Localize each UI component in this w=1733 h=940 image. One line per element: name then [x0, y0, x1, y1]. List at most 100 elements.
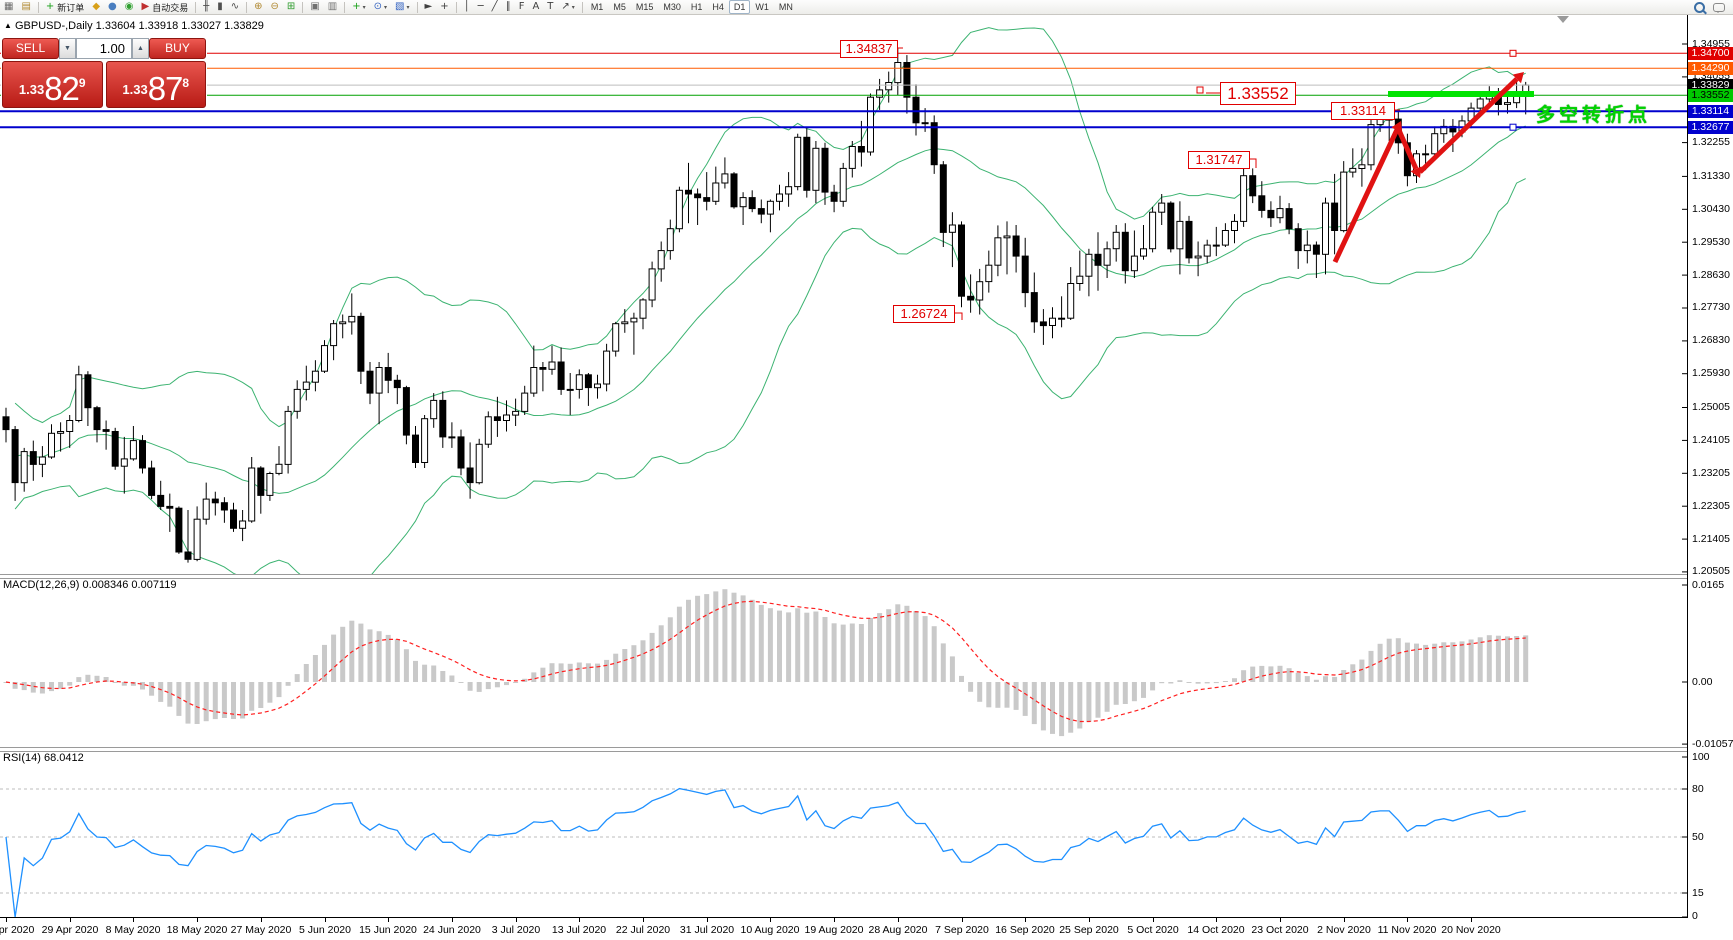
date-label: 13 Jul 2020	[551, 924, 607, 936]
timeframe-button-m5[interactable]: M5	[613, 2, 626, 12]
auto-trading-button[interactable]: ▶ 自动交易	[138, 1, 191, 13]
price-callout-1.34837[interactable]: 1.34837	[840, 40, 898, 58]
tile-windows-icon[interactable]: ⊞	[284, 1, 298, 13]
arrows-icon[interactable]: ↗ ▾	[558, 1, 577, 13]
price-callout-1.33114[interactable]: 1.33114	[1331, 102, 1395, 120]
cursor-icon[interactable]: ►	[422, 1, 436, 13]
macd-pane-canvas[interactable]	[0, 577, 1687, 747]
chart-shift-icon[interactable]: ▥	[325, 1, 340, 13]
turning-point-annotation[interactable]: 多空转折点	[1536, 105, 1652, 126]
period-icon[interactable]: ⊙ ▾	[371, 1, 390, 13]
macd-histogram-bar	[185, 682, 191, 724]
chat-icon[interactable]	[1710, 1, 1728, 13]
timeframe-button-w1[interactable]: W1	[755, 2, 769, 12]
timeframe-button-h4[interactable]: H4	[712, 2, 724, 12]
auto-arrange-icon[interactable]: ▣	[307, 1, 322, 13]
dropdown-caret-icon[interactable]: ▾	[384, 4, 388, 11]
label-icon[interactable]: T	[544, 1, 556, 13]
volume-input[interactable]: 1.00	[76, 38, 132, 59]
vertical-line-icon[interactable]: │	[461, 1, 473, 13]
bull-candle	[311, 370, 319, 383]
tile-windows-icon: ⊞	[286, 1, 296, 12]
channel-icon[interactable]: ∥	[503, 1, 514, 13]
signals-icon[interactable]: ◉	[122, 1, 137, 13]
trend-arrow[interactable]	[1332, 129, 1400, 264]
macd-histogram-bar	[1432, 643, 1438, 682]
bull-candle	[648, 268, 656, 301]
timeframe-button-m1[interactable]: M1	[590, 2, 604, 12]
date-label: 16 Sep 2020	[995, 924, 1055, 936]
market-icon[interactable]: ●	[105, 1, 120, 13]
chart-shift-marker-icon[interactable]	[1557, 16, 1569, 23]
template-icon[interactable]: ▧ ▾	[392, 1, 412, 13]
timeframe-button-m30[interactable]: M30	[663, 2, 681, 12]
pane-separator[interactable]	[0, 747, 1688, 752]
collapse-arrow-icon[interactable]: ▲	[4, 21, 12, 30]
bull-candle	[1422, 153, 1430, 156]
toolbar-separator	[344, 1, 346, 13]
line-handle[interactable]	[1509, 123, 1517, 131]
line-chart-icon[interactable]: ∿	[228, 1, 242, 13]
macd-histogram-bar	[513, 682, 519, 683]
trend-arrow[interactable]	[1395, 126, 1419, 170]
timeframe-button-m15[interactable]: M15	[635, 2, 654, 12]
rsi-pane-canvas[interactable]	[0, 750, 1687, 917]
crosshair-icon[interactable]: +	[437, 1, 451, 13]
bar-chart-icon[interactable]: ╫	[200, 1, 212, 13]
bear-candle	[539, 367, 547, 370]
macd-histogram-bar	[995, 682, 1001, 708]
date-axis[interactable]: 20 Apr 2020 29 Apr 2020 8 May 2020 18 May 2…	[0, 917, 1688, 940]
callout-anchor-marker[interactable]	[1196, 86, 1204, 94]
scripts-icon[interactable]: ◆	[89, 1, 103, 13]
toolbar-separator	[195, 1, 197, 13]
dropdown-caret-icon[interactable]: ▾	[362, 4, 366, 11]
line-handle[interactable]	[1509, 49, 1517, 57]
macd-histogram-bar	[1477, 637, 1483, 682]
candlestick-chart-icon[interactable]: ▮	[214, 1, 226, 13]
sell-button[interactable]: SELL	[2, 38, 59, 59]
new-chart-icon[interactable]: ▦	[1, 1, 16, 13]
macd-histogram-bar	[740, 595, 746, 682]
macd-histogram-bar	[1141, 682, 1146, 698]
bear-candle	[903, 62, 911, 98]
macd-histogram-bar	[758, 604, 764, 682]
dropdown-caret-icon[interactable]: ▾	[406, 4, 410, 11]
macd-histogram-bar	[449, 675, 455, 682]
trendline-icon[interactable]: ╱	[489, 1, 501, 13]
horizontal-line-icon[interactable]: ─	[475, 1, 487, 13]
fibonacci-icon[interactable]: F	[516, 1, 528, 13]
macd-histogram-bar	[804, 612, 810, 682]
price-callout-1.31747[interactable]: 1.31747	[1188, 151, 1250, 169]
macd-histogram-bar	[585, 663, 591, 682]
bull-candle	[1367, 124, 1375, 166]
dropdown-caret-icon[interactable]: ▾	[571, 4, 575, 11]
price-axis-box: 1.33552	[1688, 89, 1733, 102]
pane-separator[interactable]	[0, 574, 1688, 579]
trend-arrow[interactable]	[1418, 77, 1519, 174]
zoom-out-icon[interactable]: ⊖	[268, 1, 282, 13]
timeframe-button-h1[interactable]: H1	[690, 2, 703, 12]
search-icon[interactable]	[1691, 1, 1708, 13]
volume-up-button[interactable]: ▲	[132, 38, 149, 59]
bull-candle	[1221, 230, 1229, 246]
bull-candle	[867, 96, 874, 153]
volume-down-button[interactable]: ▼	[59, 38, 76, 59]
buy-price-box[interactable]: 1.33 87 8	[105, 61, 206, 108]
price-callout-1.26724[interactable]: 1.26724	[893, 305, 955, 323]
new-order-button[interactable]: + 新订单	[43, 1, 87, 13]
bear-candle	[1294, 228, 1302, 252]
buy-button[interactable]: BUY	[149, 38, 206, 59]
price-callout-1.33552[interactable]: 1.33552	[1220, 82, 1296, 105]
zoom-in-icon[interactable]: ⊕	[251, 1, 265, 13]
add-indicator-icon[interactable]: + ▾	[349, 1, 368, 13]
text-icon[interactable]: A	[529, 1, 542, 13]
price-chart-canvas[interactable]	[0, 14, 1687, 574]
timeframe-button-d1[interactable]: D1	[728, 0, 751, 14]
macd-histogram-bar	[1450, 642, 1456, 682]
timeframe-button-mn[interactable]: MN	[778, 2, 793, 12]
sell-price-box[interactable]: 1.33 82 9	[2, 61, 103, 108]
macd-histogram-bar	[767, 608, 773, 682]
chart-list-icon[interactable]: ▤	[18, 1, 33, 13]
macd-histogram-bar	[458, 682, 464, 683]
bear-candle	[1258, 195, 1266, 211]
